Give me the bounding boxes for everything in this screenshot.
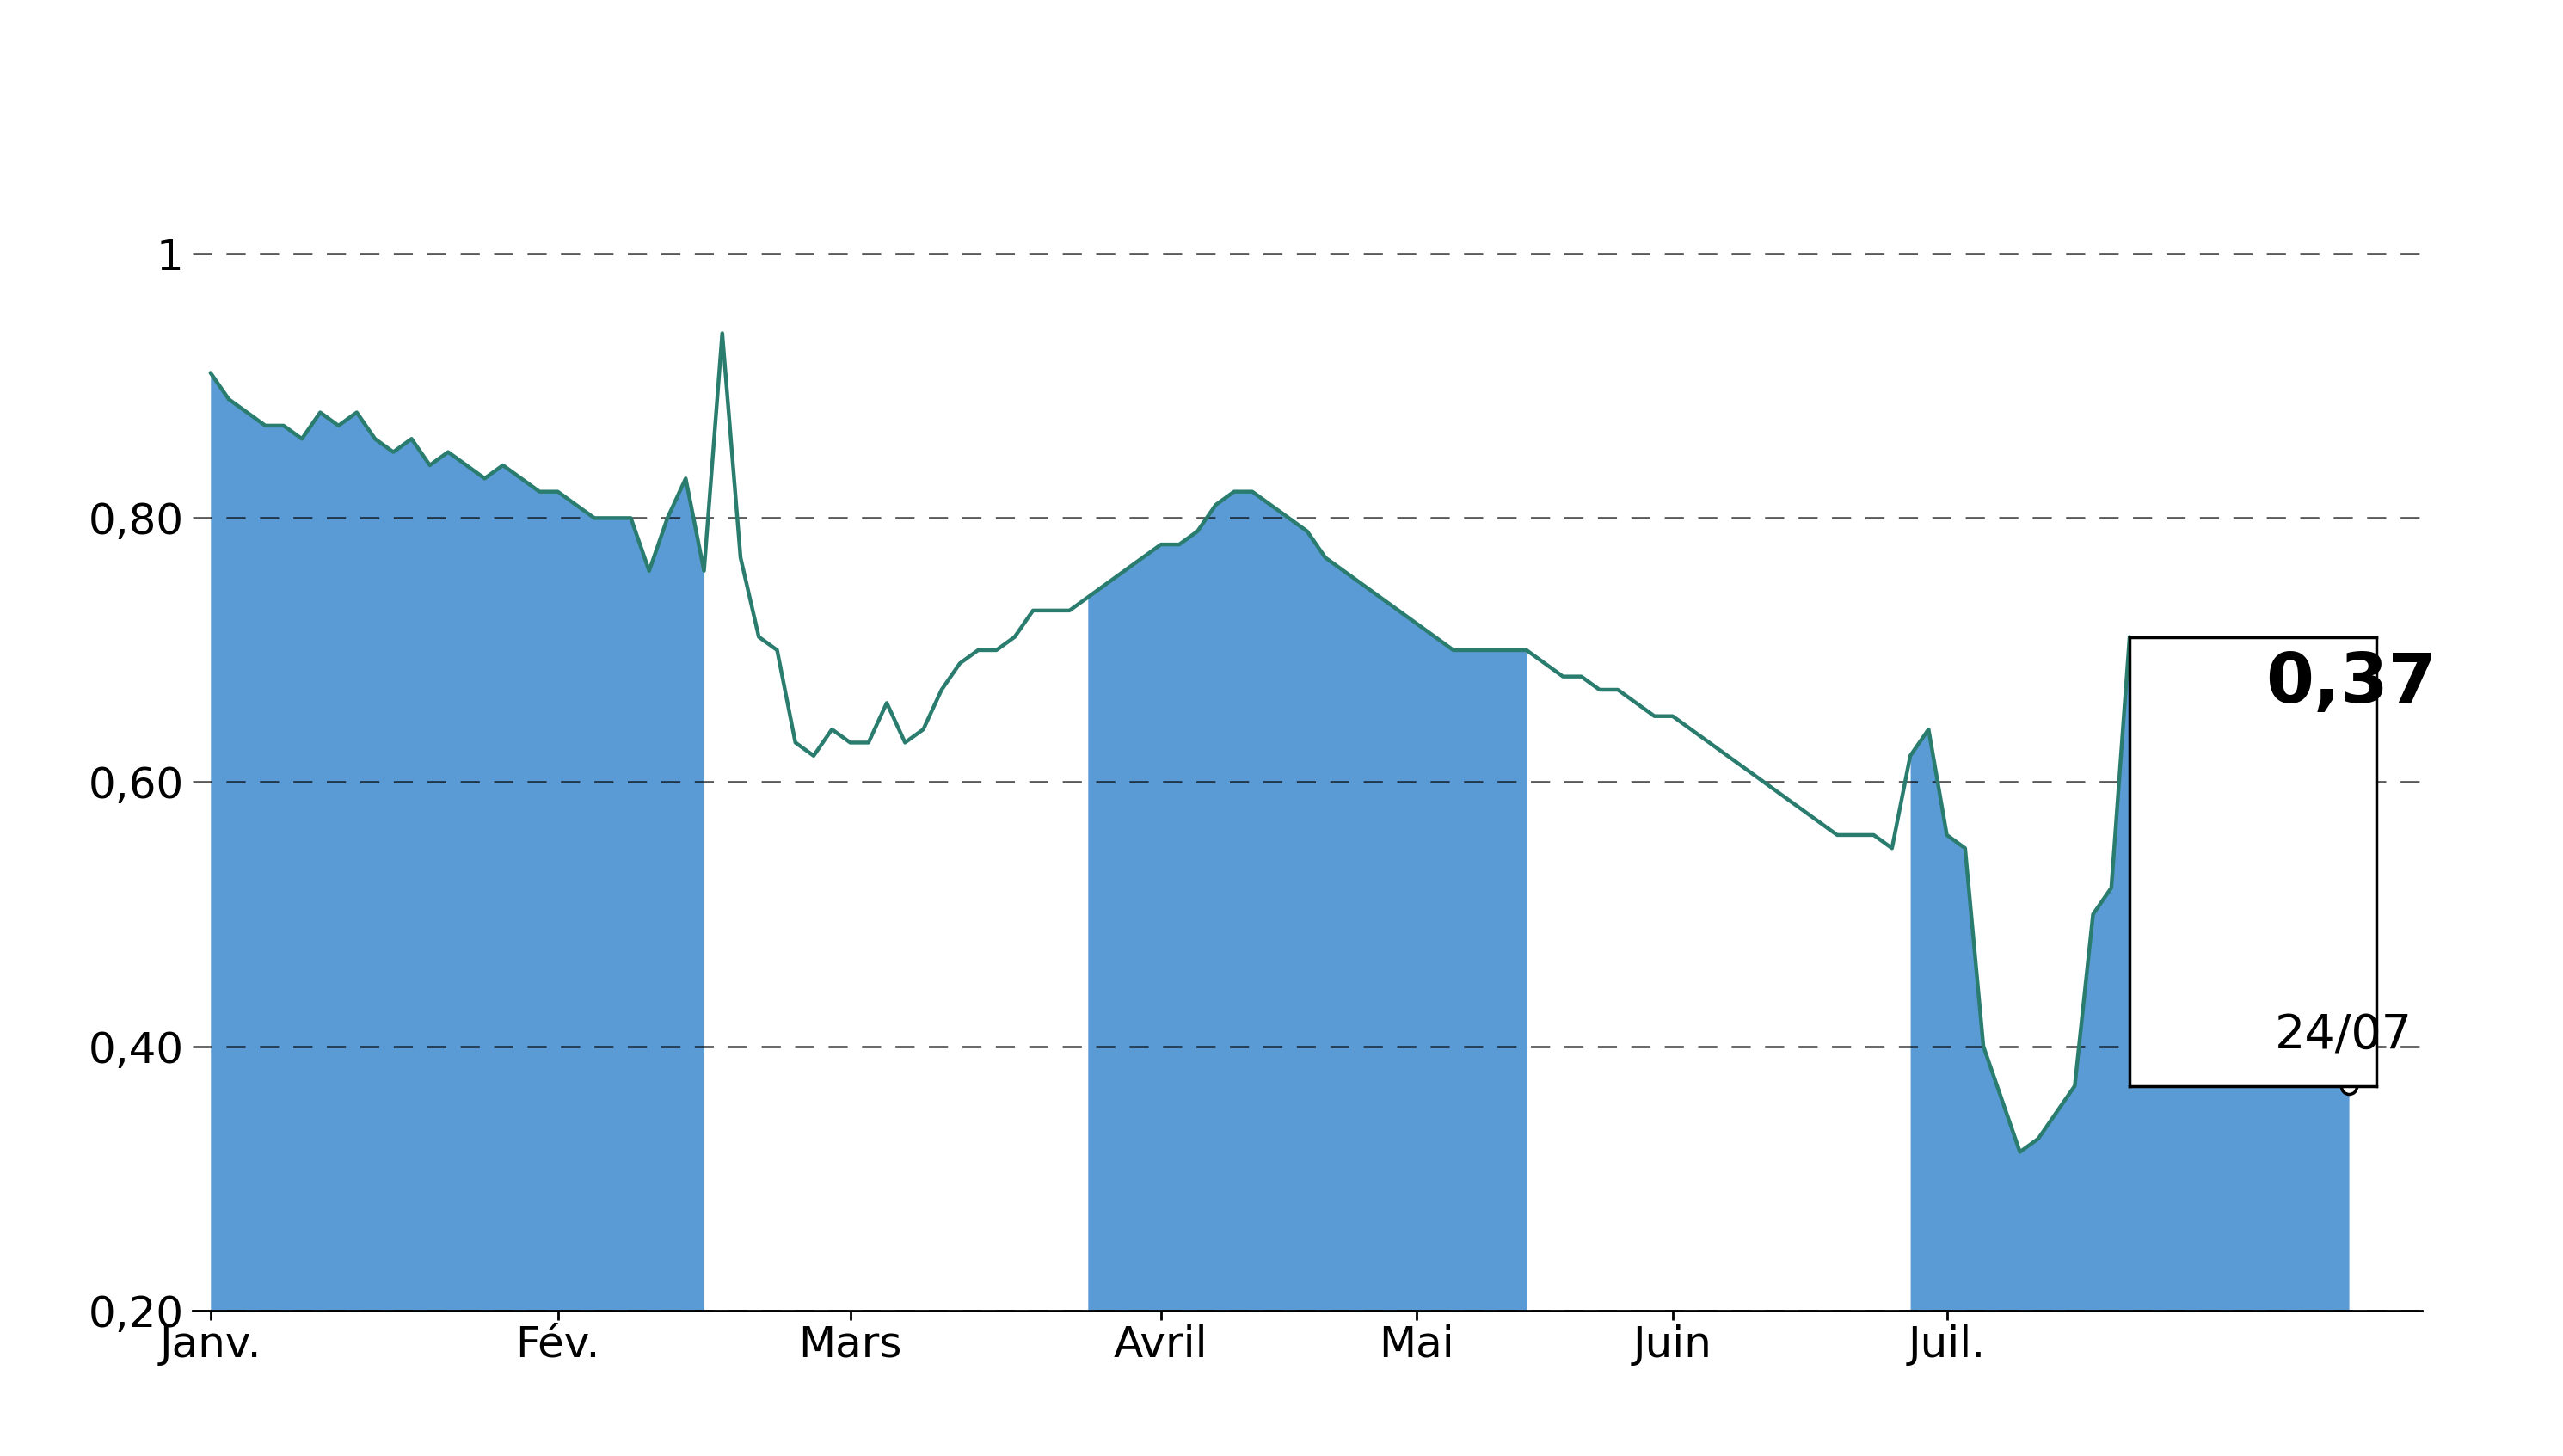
Text: Vicinity Motor Corp.: Vicinity Motor Corp. (743, 38, 1820, 130)
Text: 0,37: 0,37 (2266, 651, 2437, 718)
Text: 24/07: 24/07 (2273, 1013, 2412, 1060)
Bar (2130, 636, 2376, 1086)
